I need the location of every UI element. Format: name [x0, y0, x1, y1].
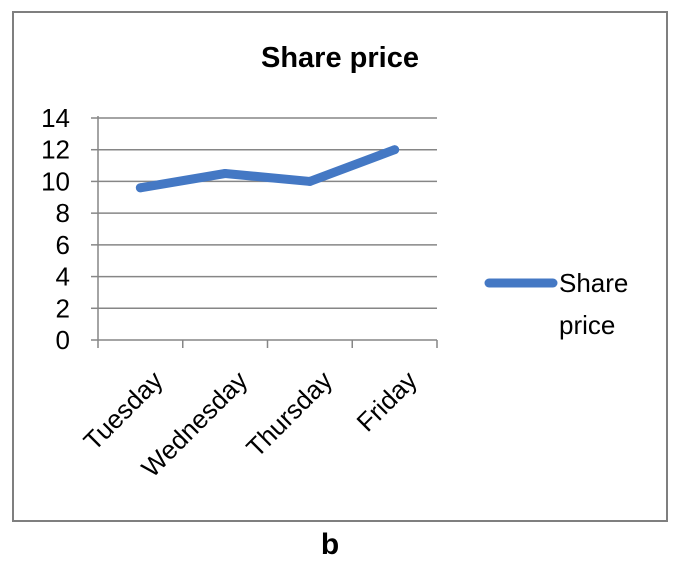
y-tick-label: 6: [56, 230, 70, 260]
figure-caption: b: [320, 528, 340, 561]
data-point: [390, 145, 400, 155]
x-tick-label: Thursday: [240, 365, 338, 463]
series-line: [135, 145, 400, 193]
legend-label: Share: [559, 268, 628, 298]
y-tick-label: 10: [41, 166, 70, 196]
data-point: [220, 169, 230, 178]
y-tick-label: 2: [56, 293, 70, 323]
legend-label: price: [559, 310, 615, 340]
data-point: [305, 176, 315, 186]
chart-title: Share price: [261, 42, 419, 74]
y-tick-label: 4: [56, 262, 70, 292]
y-tick-label: 0: [56, 325, 70, 355]
chart-frame: [12, 11, 668, 522]
x-tick-label: Friday: [351, 365, 423, 437]
y-tick-label: 14: [41, 103, 70, 133]
y-tick-label: 8: [56, 198, 70, 228]
y-tick-label: 12: [41, 135, 70, 165]
data-point: [135, 183, 145, 193]
